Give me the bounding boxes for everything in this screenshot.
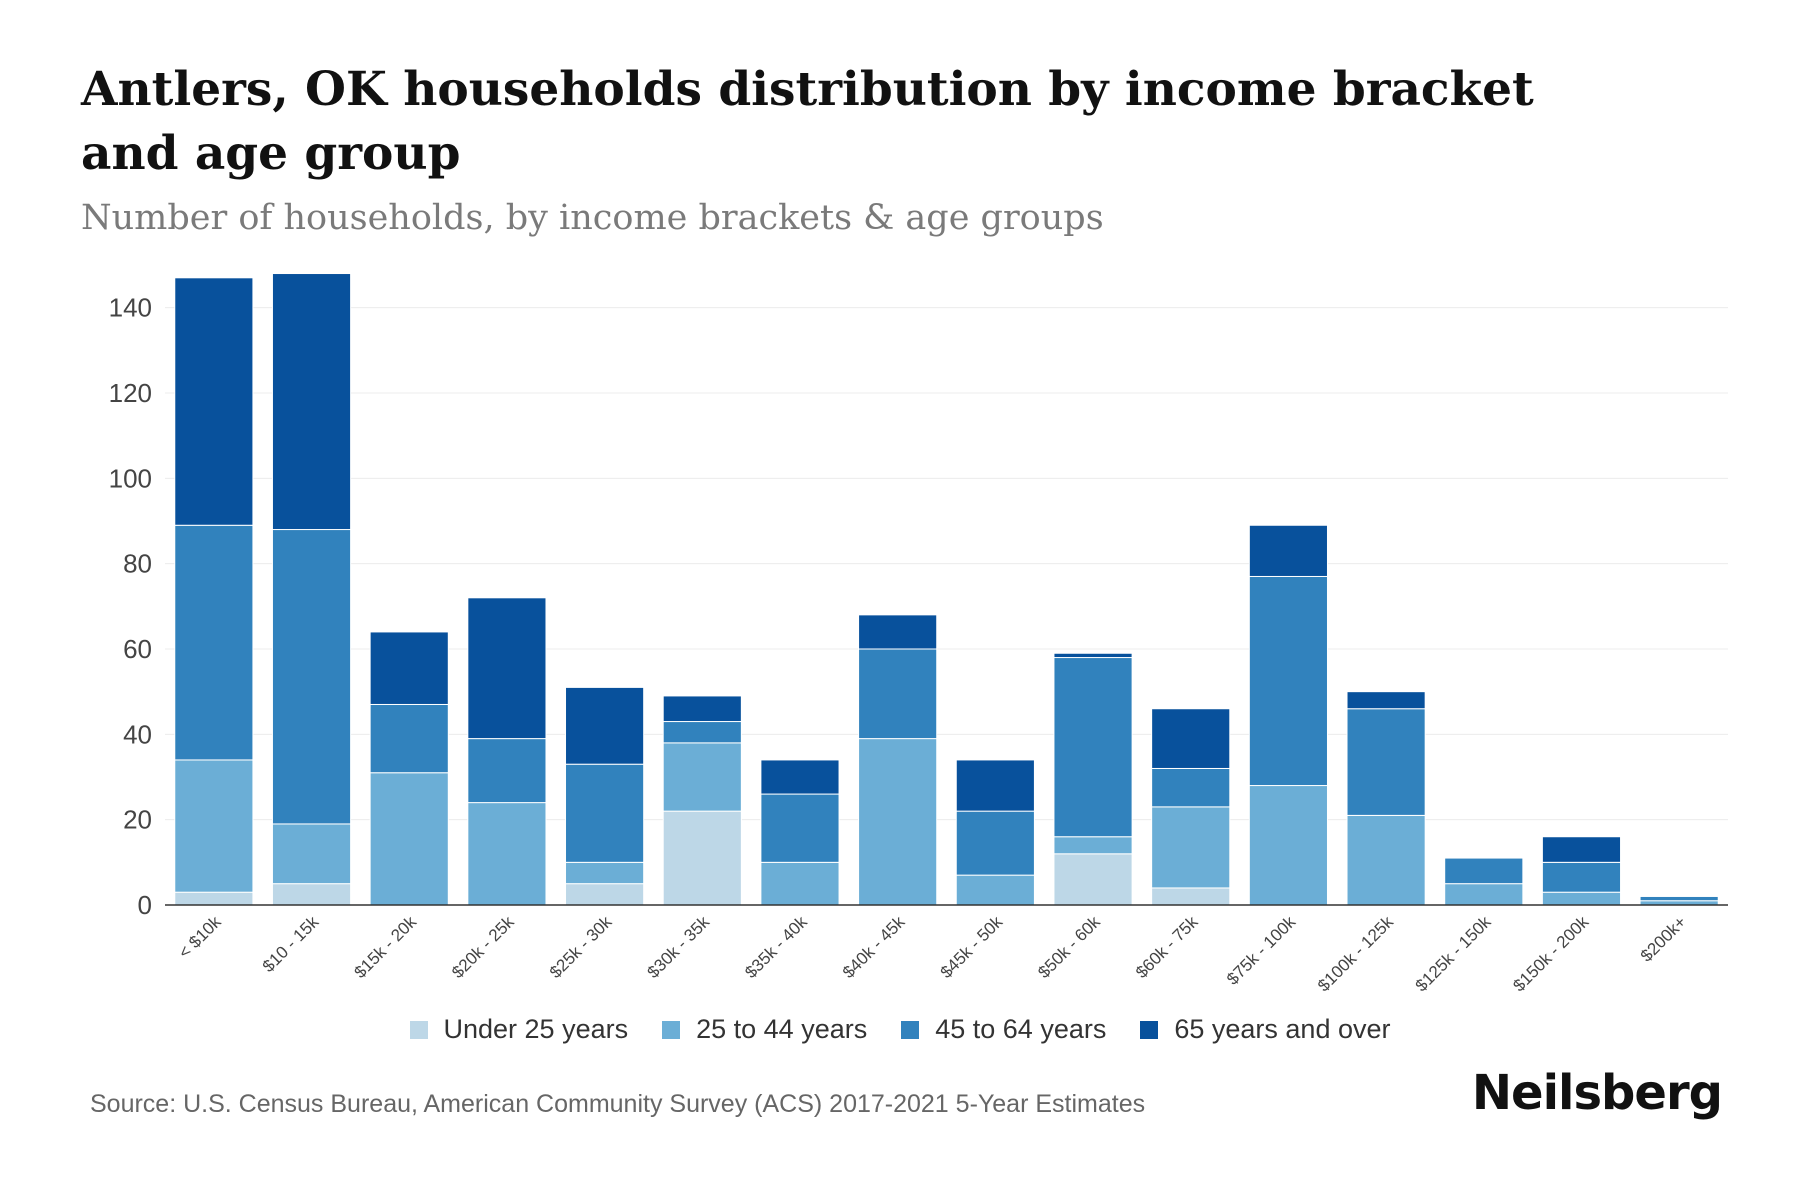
legend-swatch-25-44 [662,1020,681,1039]
legend-swatch-45-64 [901,1020,920,1039]
bar-segment[interactable] [1444,883,1524,906]
legend-item-45-64[interactable]: 45 to 64 years [901,1014,1106,1045]
bar-segment[interactable] [1346,814,1426,906]
bar-segment[interactable] [1053,652,1133,659]
y-tick-label: 100 [109,463,152,493]
legend-item-under-25[interactable]: Under 25 years [409,1014,629,1045]
bar-segment[interactable] [1541,891,1622,906]
bar-segment[interactable] [174,277,254,526]
bar-segment[interactable] [858,738,938,906]
bar-segment[interactable] [1248,575,1328,787]
bar-segment[interactable] [760,793,840,863]
legend-label-45-64: 45 to 64 years [935,1014,1107,1044]
legend-item-25-44[interactable]: 25 to 44 years [662,1014,867,1045]
chart-title: Antlers, OK households distribution by i… [81,62,1534,181]
bar-segment[interactable] [1151,806,1231,889]
bar-segment[interactable] [174,524,254,761]
x-tick-label: $100k - 125k [1314,912,1397,995]
bar-segment[interactable] [1541,861,1622,893]
bar-segment[interactable] [1639,895,1719,902]
bar-segment[interactable] [1151,887,1231,906]
y-tick-label: 60 [123,634,152,664]
bar-segment[interactable] [1151,708,1231,769]
bar-segment[interactable] [760,861,840,906]
legend-swatch-under-25 [409,1020,428,1039]
y-tick-label: 40 [123,719,152,749]
x-tick-label: $20k - 25k [448,912,518,982]
x-tick-label: $25k - 30k [546,912,616,982]
legend-label-under-25: Under 25 years [443,1014,629,1044]
x-tick-label: $50k - 60k [1034,912,1104,982]
bar-segment[interactable] [1248,785,1328,906]
bar-segment[interactable] [565,686,645,765]
bar-segment[interactable] [858,648,938,740]
bar-segment[interactable] [1053,853,1133,906]
y-tick-label: 80 [123,549,152,579]
bar-segment[interactable] [1053,657,1133,838]
x-tick-label: $150k - 200k [1509,912,1592,995]
bar-segment[interactable] [565,861,645,885]
bar-segment[interactable] [1346,691,1426,710]
bar-segment[interactable] [565,883,645,906]
x-tick-label: $45k - 50k [937,912,1007,982]
bar-segment[interactable] [174,891,254,906]
chart-legend: Under 25 years 25 to 44 years 45 to 64 y… [0,1014,1800,1045]
bar-segment[interactable] [1541,836,1622,863]
y-tick-label: 0 [138,890,152,920]
x-tick-label: $30k - 35k [644,912,714,982]
bar-segment[interactable] [662,721,742,744]
chart-subtitle: Number of households, by income brackets… [81,198,1104,238]
bar-segment[interactable] [1151,767,1231,808]
bar-segment[interactable] [271,823,352,885]
bar-segment[interactable] [1444,857,1524,885]
source-note: Source: U.S. Census Bureau, American Com… [90,1090,1146,1118]
bar-segment[interactable] [174,759,254,893]
bar-segment[interactable] [662,742,742,812]
x-tick-label: < $10k [175,912,225,962]
bar-segment[interactable] [858,614,938,650]
bar-segment[interactable] [565,763,645,863]
y-tick-label: 120 [109,378,152,408]
x-tick-label: $75k - 100k [1223,912,1300,989]
bar-segment[interactable] [955,810,1035,876]
x-tick-label: $35k - 40k [741,912,811,982]
bar-segment[interactable] [271,883,352,906]
bar-segment[interactable] [1346,708,1426,816]
x-tick-label: $125k - 150k [1412,912,1495,995]
bar-segment[interactable] [955,874,1035,906]
bar-segment[interactable] [271,529,352,825]
bar-segment[interactable] [1053,836,1133,855]
y-tick-label: 20 [123,805,152,835]
bar-segment[interactable] [467,802,547,906]
bar-segment[interactable] [662,695,742,723]
bar-segment[interactable] [467,597,547,740]
bar-segment[interactable] [760,759,840,795]
x-tick-label: $15k - 20k [350,912,420,982]
bar-segment[interactable] [369,631,449,705]
bar-segment[interactable] [467,738,547,804]
stacked-bar-chart: 0 20 40 60 80 100 140 120 < $10k $10 - 15k $15k - … [109,273,1728,995]
bar-segment[interactable] [955,759,1035,812]
x-tick-label: $40k - 45k [839,912,909,982]
bar-segment[interactable] [271,273,352,531]
x-tick-label: $200k+ [1637,912,1690,965]
x-tick-label: $60k - 75k [1132,912,1202,982]
legend-label-65-over: 65 years and over [1174,1014,1391,1044]
legend-item-65-over[interactable]: 65 years and over [1140,1014,1391,1045]
x-tick-label: $10 - 15k [259,912,323,976]
bar-segment[interactable] [1248,524,1328,577]
legend-swatch-65-over [1140,1020,1159,1039]
bar-segment[interactable] [662,810,742,906]
bar-segment[interactable] [369,772,449,906]
legend-label-25-44: 25 to 44 years [696,1014,868,1044]
bar-segment[interactable] [369,703,449,774]
y-tick-label: 140 [109,293,152,323]
brand-logo[interactable]: Neilsberg [1471,1065,1723,1121]
